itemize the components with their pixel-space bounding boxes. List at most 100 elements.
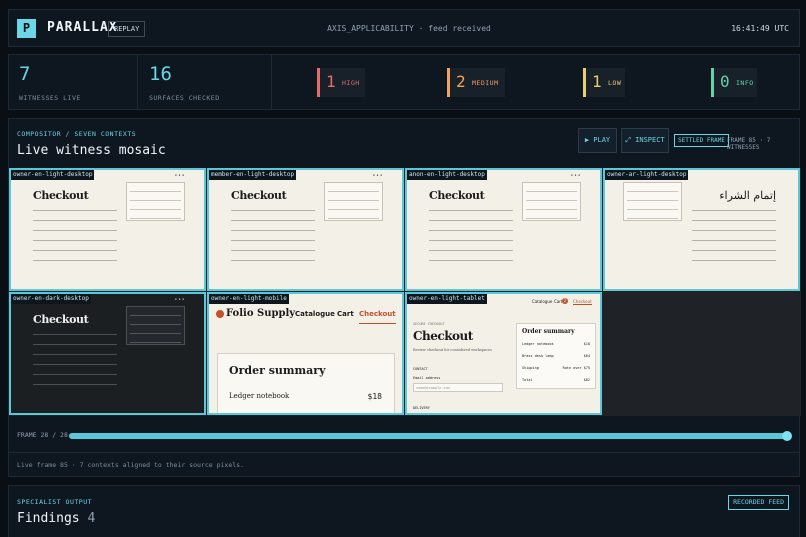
summary-card: Order summary Ledger notebook $18 Brass … bbox=[516, 323, 596, 389]
severity-count: 1 bbox=[592, 72, 602, 91]
findings-panel: SPECIALIST OUTPUT Findings 4 RECORDED FE… bbox=[8, 485, 800, 537]
severity-label: INFO bbox=[736, 79, 754, 87]
email-field[interactable]: name@example.com bbox=[413, 383, 503, 392]
tile-label: owner-en-light-desktop bbox=[11, 170, 95, 180]
recorded-feed-badge[interactable]: RECORDED FEED bbox=[728, 495, 789, 510]
divider bbox=[137, 55, 138, 109]
section-kicker: SPECIALIST OUTPUT bbox=[17, 498, 93, 506]
divider bbox=[9, 452, 799, 453]
witness-mosaic: owner-en-light-desktop ▪ ▪ ▪ Checkout me… bbox=[9, 168, 801, 416]
severity-count: 2 bbox=[456, 72, 466, 91]
section-title: Live witness mosaic bbox=[17, 143, 166, 158]
tile-nav: ▪ ▪ ▪ bbox=[372, 173, 382, 177]
summary-card bbox=[126, 182, 185, 221]
email-label: Email address bbox=[413, 376, 441, 380]
section-kicker: COMPOSITOR / SEVEN CONTEXTS bbox=[17, 130, 137, 138]
tile-nav: ▪ ▪ ▪ bbox=[174, 173, 184, 177]
line-price: $64 bbox=[583, 354, 590, 358]
severity-label: LOW bbox=[608, 79, 622, 87]
stat-value: 16 bbox=[149, 63, 172, 85]
tile-label: owner-en-light-mobile bbox=[209, 294, 289, 304]
summary-card: Order summary Ledger notebook $18 bbox=[217, 353, 395, 413]
frame-note: Live frame 85 · 7 contexts aligned to th… bbox=[17, 461, 244, 469]
tile-heading: Checkout bbox=[429, 189, 485, 202]
findings-title: Findings bbox=[17, 511, 80, 526]
tile-nav: ▪ ▪ ▪ bbox=[570, 173, 580, 177]
nav-cart[interactable]: Cart bbox=[337, 310, 354, 318]
severity-high[interactable]: 1 HIGH bbox=[317, 68, 365, 97]
summary-title: Order summary bbox=[229, 364, 326, 377]
witness-tile[interactable]: owner-en-light-tablet Catalogue Cart 2 C… bbox=[405, 292, 602, 415]
logo-mark: P bbox=[17, 19, 36, 38]
tile-nav: ▪ ▪ ▪ bbox=[174, 297, 184, 301]
line-item: Ledger notebook bbox=[229, 392, 290, 400]
line-price: $82 bbox=[583, 378, 590, 382]
witness-tile[interactable]: member-en-light-desktop ▪ ▪ ▪ Checkout bbox=[207, 168, 404, 291]
form-lines bbox=[33, 334, 117, 394]
section-title: Findings 4 bbox=[17, 511, 95, 526]
frame-label: FRAME 28 / 28 bbox=[17, 431, 68, 439]
stat-surfaces: 16 SURFACES CHECKED bbox=[149, 55, 269, 109]
feed-status: AXIS_APPLICABILITY · feed received bbox=[327, 24, 491, 33]
form-lines bbox=[429, 210, 513, 270]
line-item: Total bbox=[522, 378, 533, 382]
witness-tile[interactable]: owner-ar-light-desktop ▪ ▪ ▪ إتمام الشرا… bbox=[603, 168, 800, 291]
line-item: Brass desk lamp bbox=[522, 354, 554, 358]
frame-slider[interactable] bbox=[69, 431, 792, 441]
witness-tile[interactable]: anon-en-light-desktop ▪ ▪ ▪ Checkout bbox=[405, 168, 602, 291]
brand-name: PARALLAX bbox=[47, 20, 118, 35]
settled-frame-badge: SETTLED FRAME bbox=[674, 134, 729, 147]
slider-thumb[interactable] bbox=[782, 431, 792, 441]
inspect-button[interactable]: ⤢ INSPECT bbox=[621, 128, 669, 153]
tablet-kicker: SECURE CHECKOUT bbox=[413, 322, 445, 326]
tile-heading: Checkout bbox=[231, 189, 287, 202]
line-price: $18 bbox=[583, 342, 590, 346]
tile-heading: Checkout bbox=[33, 313, 89, 326]
line-item: Ledger notebook bbox=[522, 342, 554, 346]
clock: 16:41:49 UTC bbox=[731, 24, 789, 33]
nav-checkout[interactable]: Checkout bbox=[573, 299, 592, 305]
play-button[interactable]: ▶ PLAY bbox=[578, 128, 617, 153]
tile-label: anon-en-light-desktop bbox=[407, 170, 487, 180]
contact-heading: CONTACT bbox=[413, 367, 428, 371]
findings-count: 4 bbox=[87, 511, 96, 526]
witness-tile[interactable]: owner-en-light-desktop ▪ ▪ ▪ Checkout bbox=[9, 168, 206, 291]
stat-value: 7 bbox=[19, 63, 31, 85]
summary-card bbox=[126, 306, 185, 345]
line-price: Rate over $75 bbox=[562, 366, 590, 370]
severity-info[interactable]: 0 INFO bbox=[711, 68, 757, 97]
witness-tile[interactable]: owner-en-light-mobile Folio Supply Catal… bbox=[207, 292, 404, 415]
tile-label: owner-en-light-tablet bbox=[407, 294, 487, 304]
nav-catalogue[interactable]: Catalogue bbox=[532, 299, 553, 304]
nav-checkout[interactable]: Checkout bbox=[359, 310, 396, 324]
summary-card bbox=[623, 182, 682, 221]
severity-medium[interactable]: 2 MEDIUM bbox=[447, 68, 505, 97]
severity-label: MEDIUM bbox=[472, 79, 499, 87]
line-item: Shipping bbox=[522, 366, 539, 370]
top-bar: P PARALLAX REPLAY AXIS_APPLICABILITY · f… bbox=[8, 9, 800, 47]
line-price: $18 bbox=[367, 392, 382, 401]
witness-tile[interactable]: owner-en-dark-desktop ▪ ▪ ▪ Checkout bbox=[9, 292, 206, 415]
cart-badge: 2 bbox=[562, 298, 568, 304]
severity-low[interactable]: 1 LOW bbox=[583, 68, 625, 97]
brand-dot-icon bbox=[216, 310, 224, 318]
stat-label: WITNESSES LIVE bbox=[19, 94, 81, 102]
divider bbox=[271, 55, 272, 109]
compositor-panel: COMPOSITOR / SEVEN CONTEXTS Live witness… bbox=[8, 118, 801, 477]
tablet-subtitle: Review checkout for considered workspace… bbox=[413, 348, 492, 352]
frame-info: FRAME 85 · 7 WITNESSES bbox=[727, 137, 771, 151]
tile-label: owner-ar-light-desktop bbox=[605, 170, 689, 180]
summary-title: Order summary bbox=[522, 328, 575, 335]
tile-label: member-en-light-desktop bbox=[209, 170, 297, 180]
form-lines bbox=[33, 210, 117, 270]
delivery-heading: DELIVERY bbox=[413, 406, 430, 410]
replay-button[interactable]: REPLAY bbox=[108, 21, 146, 37]
nav-cart[interactable]: Cart bbox=[554, 299, 563, 304]
tile-heading: Checkout bbox=[33, 189, 89, 202]
severity-label: HIGH bbox=[342, 79, 360, 87]
summary-card bbox=[522, 182, 581, 221]
tile-heading: إتمام الشراء bbox=[719, 189, 776, 202]
store-brand: Folio Supply bbox=[226, 308, 296, 319]
nav-catalogue[interactable]: Catalogue bbox=[295, 310, 335, 318]
tile-label: owner-en-dark-desktop bbox=[11, 294, 91, 304]
